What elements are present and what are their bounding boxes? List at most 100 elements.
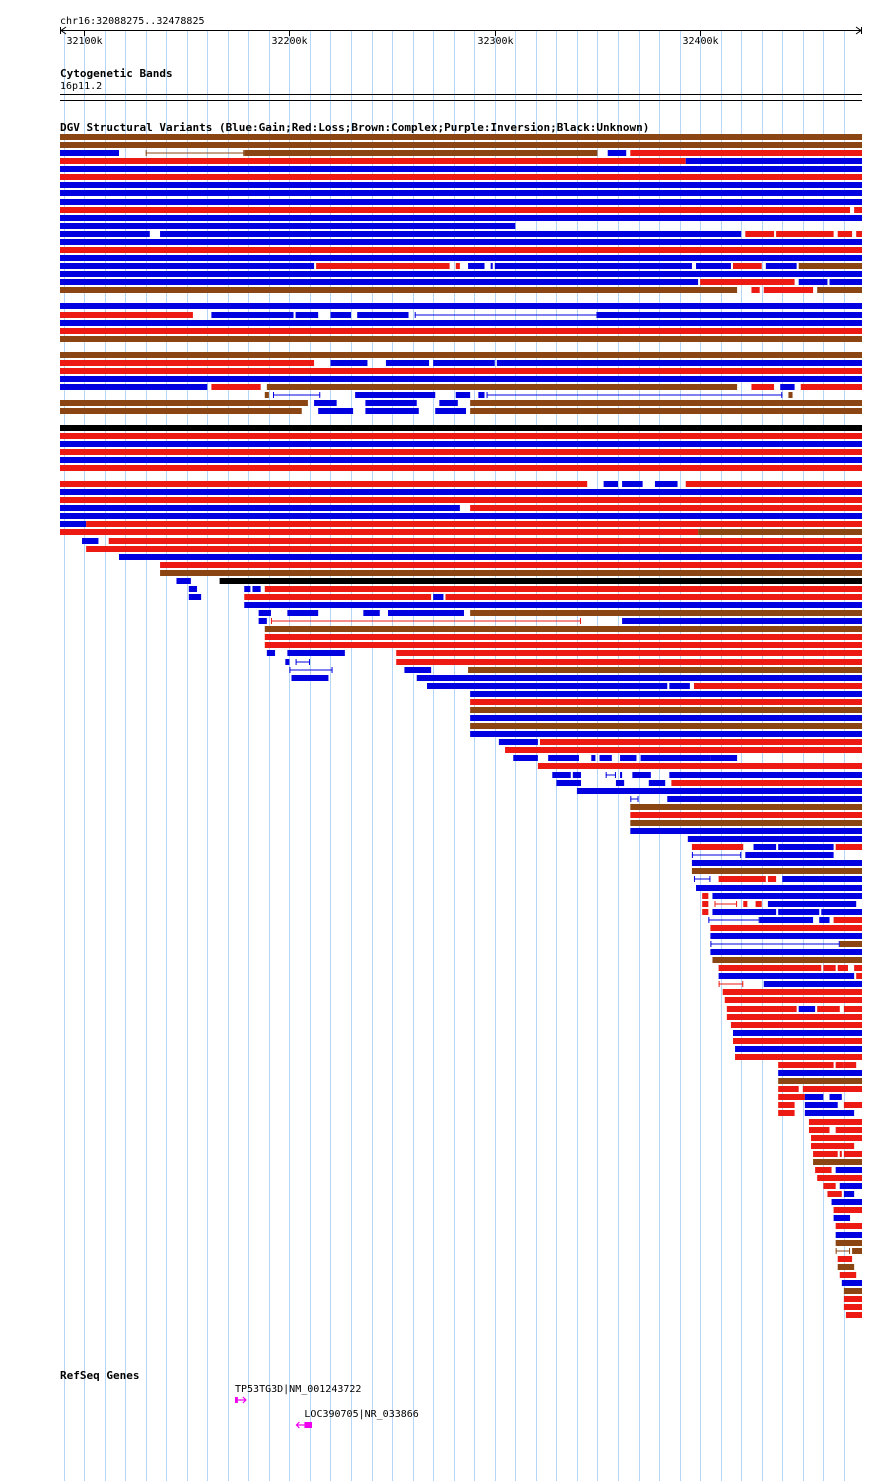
dgv-variant-gain[interactable] <box>669 683 690 689</box>
dgv-variant-gain[interactable] <box>829 279 862 285</box>
dgv-variant-loss[interactable] <box>60 529 699 535</box>
dgv-variant-gain[interactable] <box>831 1199 862 1205</box>
dgv-variant-gain[interactable] <box>416 675 862 681</box>
dgv-variant-gain[interactable] <box>60 303 862 309</box>
dgv-variant-loss[interactable] <box>537 763 862 769</box>
dgv-variant-gain[interactable] <box>687 836 862 842</box>
dgv-variant-gain[interactable] <box>753 844 777 850</box>
dgv-variant-loss[interactable] <box>60 481 588 487</box>
dgv-variant-gain[interactable] <box>285 659 290 665</box>
dgv-variant-gain[interactable] <box>835 1232 862 1238</box>
dgv-variant-loss[interactable] <box>630 150 855 156</box>
dgv-variant-loss[interactable] <box>264 634 862 640</box>
dgv-variant-loss[interactable] <box>837 965 848 971</box>
dgv-variant-complex[interactable] <box>698 529 862 535</box>
dgv-variant-loss[interactable] <box>802 1086 862 1092</box>
dgv-variant-loss[interactable] <box>839 1151 842 1157</box>
dgv-variant-gain[interactable] <box>60 384 208 390</box>
dgv-variant-loss[interactable] <box>86 546 862 552</box>
dgv-variant-loss[interactable] <box>843 1304 862 1310</box>
dgv-variant-complex[interactable] <box>470 707 862 713</box>
dgv-variant-gain[interactable] <box>778 1070 862 1076</box>
dgv-variant-loss[interactable] <box>60 207 851 213</box>
dgv-variant-gain[interactable] <box>211 312 294 318</box>
dgv-variant-loss[interactable] <box>837 1256 853 1262</box>
dgv-variant-gain[interactable] <box>732 1030 862 1036</box>
dgv-variant-loss[interactable] <box>693 683 862 689</box>
dgv-variant-gain[interactable] <box>552 772 571 778</box>
dgv-variant-gain[interactable] <box>745 852 834 858</box>
dgv-variant-gain[interactable] <box>718 973 855 979</box>
dgv-variant-loss[interactable] <box>718 965 822 971</box>
dgv-variant-loss[interactable] <box>854 207 862 213</box>
dgv-variant-gain[interactable] <box>252 586 261 592</box>
dgv-variant-loss[interactable] <box>455 263 460 269</box>
dgv-variant-complex[interactable] <box>813 1159 862 1165</box>
dgv-variant-complex[interactable] <box>60 142 862 148</box>
dgv-variant-gain[interactable] <box>620 772 623 778</box>
dgv-variant-loss[interactable] <box>813 1151 838 1157</box>
dgv-variant-gain[interactable] <box>60 521 87 527</box>
dgv-variant-gain[interactable] <box>355 392 436 398</box>
dgv-variant-loss[interactable] <box>827 1191 842 1197</box>
dgv-variant-gain[interactable] <box>804 1094 824 1100</box>
dgv-variant-loss[interactable] <box>763 287 814 293</box>
dgv-variant-complex[interactable] <box>60 336 862 342</box>
dgv-variant-loss[interactable] <box>539 739 862 745</box>
dgv-variant-loss[interactable] <box>718 876 766 882</box>
dgv-variant-loss[interactable] <box>800 384 862 390</box>
dgv-variant-gain[interactable] <box>710 755 738 761</box>
dgv-variant-complex[interactable] <box>817 287 862 293</box>
dgv-variant-loss[interactable] <box>470 505 862 511</box>
dgv-variant-gain[interactable] <box>767 901 857 907</box>
dgv-variant-gain[interactable] <box>685 158 862 164</box>
dgv-variant-loss[interactable] <box>60 368 862 374</box>
dgv-variant-loss[interactable] <box>60 328 862 334</box>
dgv-variant-complex[interactable] <box>60 408 302 414</box>
dgv-variant-gain[interactable] <box>735 1046 862 1052</box>
dgv-variant-loss[interactable] <box>726 1014 862 1020</box>
dgv-variant-gain[interactable] <box>60 513 862 519</box>
dgv-variant-loss[interactable] <box>722 989 862 995</box>
dgv-variant-gain[interactable] <box>60 166 862 172</box>
dgv-variant-loss[interactable] <box>778 1094 805 1100</box>
dgv-variant-loss[interactable] <box>751 287 760 293</box>
gene-exon[interactable] <box>235 1397 238 1403</box>
refseq-track-title[interactable]: RefSeq Genes <box>60 1369 139 1382</box>
dgv-variant-loss[interactable] <box>811 1143 855 1149</box>
dgv-variant-loss[interactable] <box>835 1062 844 1068</box>
dgv-variant-loss[interactable] <box>823 965 836 971</box>
dgv-variant-gain[interactable] <box>60 190 862 196</box>
dgv-variant-loss[interactable] <box>671 780 862 786</box>
dgv-variant-loss[interactable] <box>745 231 775 237</box>
dgv-variant-complex[interactable] <box>244 150 598 156</box>
dgv-variant-gain[interactable] <box>314 400 337 406</box>
dgv-variant-gain[interactable] <box>468 263 485 269</box>
dgv-variant-loss[interactable] <box>470 699 862 705</box>
dgv-variant-loss[interactable] <box>710 925 862 931</box>
dgv-variant-loss[interactable] <box>823 1183 836 1189</box>
cytoband-track-title[interactable]: Cytogenetic Bands <box>60 67 173 80</box>
dgv-variant-loss[interactable] <box>808 1119 862 1125</box>
dgv-variant-loss[interactable] <box>835 844 862 850</box>
dgv-variant-gain[interactable] <box>667 796 862 802</box>
dgv-variant-gain[interactable] <box>287 610 319 616</box>
dgv-variant-gain[interactable] <box>330 312 352 318</box>
dgv-variant-loss[interactable] <box>808 1127 830 1133</box>
dgv-variant-loss[interactable] <box>843 1296 862 1302</box>
dgv-variant-loss[interactable] <box>445 594 862 600</box>
dgv-variant-loss[interactable] <box>60 174 862 180</box>
dgv-variant-complex[interactable] <box>60 352 862 358</box>
dgv-variant-complex[interactable] <box>264 392 269 398</box>
dgv-variant-gain[interactable] <box>599 755 612 761</box>
dgv-variant-gain[interactable] <box>60 271 862 277</box>
dgv-variant-loss[interactable] <box>60 312 193 318</box>
dgv-variant-gain[interactable] <box>513 755 538 761</box>
dgv-variant-gain[interactable] <box>433 360 495 366</box>
dgv-variant-gain[interactable] <box>244 586 251 592</box>
dgv-variant-complex[interactable] <box>160 570 862 576</box>
dgv-variant-gain[interactable] <box>258 618 267 624</box>
dgv-variant-gain[interactable] <box>470 731 862 737</box>
dgv-variant-loss[interactable] <box>817 1006 840 1012</box>
dgv-variant-loss[interactable] <box>160 562 862 568</box>
